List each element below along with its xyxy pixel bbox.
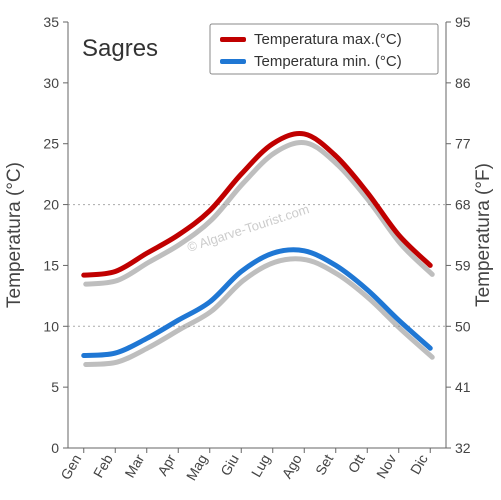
temperature-chart: © Algarve-Tourist.com0510152025303532415… [0, 0, 501, 500]
ytick-label-left: 10 [43, 318, 59, 334]
ytick-label-left: 30 [43, 75, 59, 91]
xtick-label: Gen [57, 452, 84, 483]
legend-swatch-0 [220, 37, 246, 42]
ytick-label-right: 50 [455, 318, 471, 334]
series-shadow-1 [86, 259, 433, 365]
xtick-label: Mag [183, 452, 210, 484]
legend-swatch-1 [220, 59, 246, 64]
ytick-label-left: 5 [51, 379, 59, 395]
ytick-label-right: 86 [455, 75, 471, 91]
xtick-label: Dic [407, 452, 431, 478]
xtick-label: Apr [154, 451, 179, 478]
xtick-label: Lug [248, 452, 274, 480]
xtick-label: Ago [279, 451, 305, 481]
ytick-label-right: 95 [455, 14, 471, 30]
chart-title: Sagres [82, 35, 158, 62]
chart-svg: © Algarve-Tourist.com0510152025303532415… [0, 0, 501, 500]
ytick-label-left: 25 [43, 136, 59, 152]
y-axis-label-left: Temperatura (°C) [4, 162, 25, 308]
legend-label-1: Temperatura min. (°C) [254, 53, 402, 70]
ytick-label-right: 77 [455, 136, 471, 152]
ytick-label-right: 59 [455, 257, 471, 273]
ytick-label-right: 68 [455, 197, 471, 213]
series-line-0 [84, 134, 431, 276]
ytick-label-right: 32 [455, 440, 471, 456]
xtick-label: Giu [217, 452, 242, 479]
xtick-label: Feb [90, 451, 116, 480]
xtick-label: Nov [373, 452, 399, 482]
ytick-label-left: 35 [43, 14, 59, 30]
xtick-label: Mar [121, 451, 147, 480]
y-axis-label-right: Temperatura (°F) [473, 163, 494, 307]
ytick-label-left: 15 [43, 257, 59, 273]
ytick-label-right: 41 [455, 379, 471, 395]
ytick-label-left: 0 [51, 440, 59, 456]
ytick-label-left: 20 [43, 197, 59, 213]
xtick-label: Ott [345, 451, 368, 475]
xtick-label: Set [312, 451, 336, 477]
legend-label-0: Temperatura max.(°C) [254, 31, 402, 48]
series-line-1 [84, 250, 431, 356]
